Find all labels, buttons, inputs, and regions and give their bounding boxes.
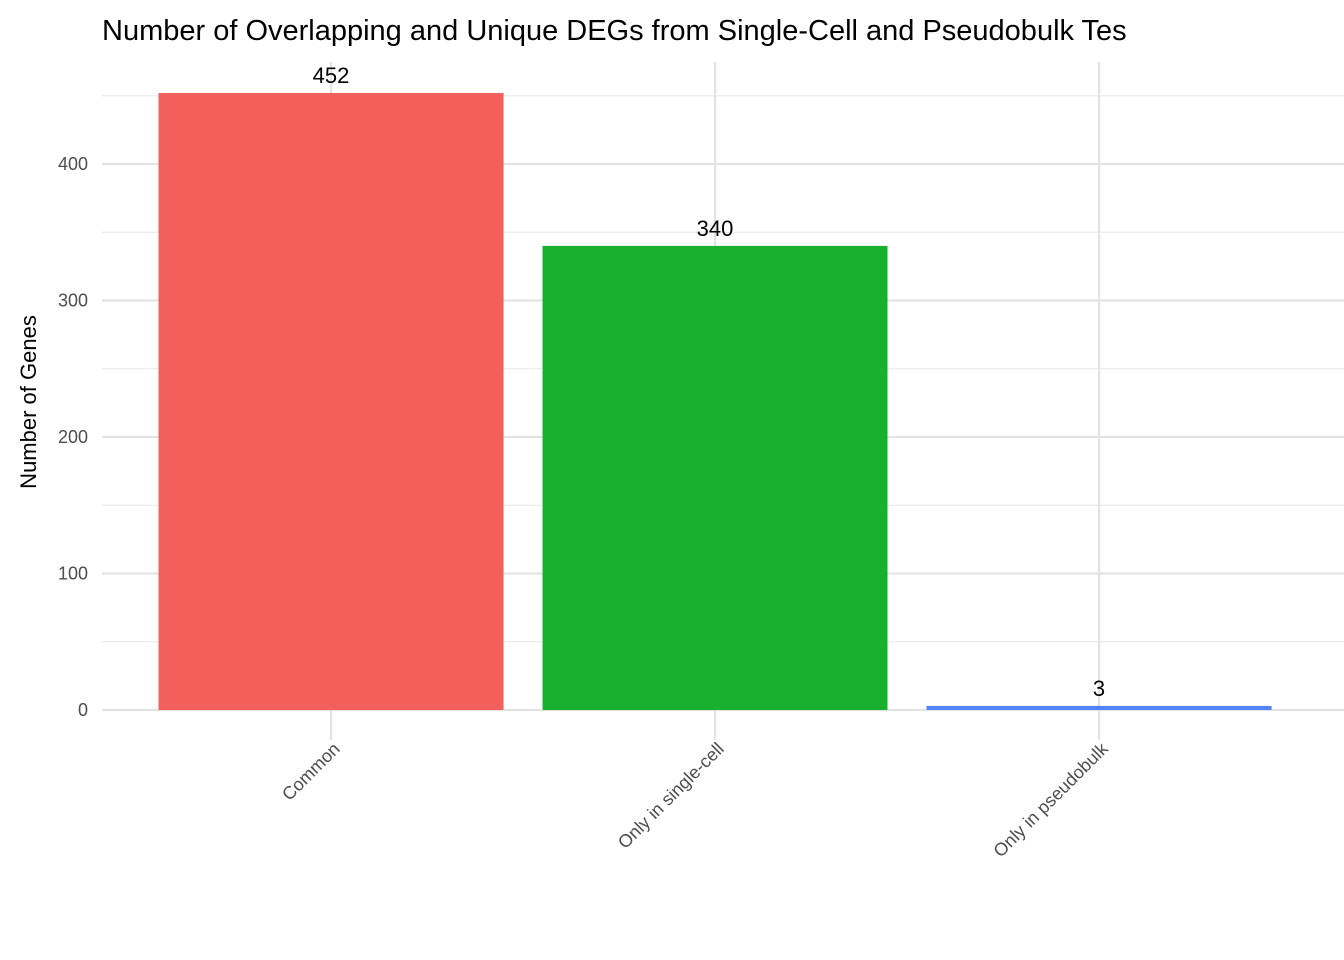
x-tick-label: Common: [278, 739, 344, 805]
y-tick-label: 300: [58, 291, 88, 311]
bars: [158, 93, 1272, 710]
y-tick-label: 0: [78, 700, 88, 720]
data-label: 3: [1093, 676, 1105, 701]
bar-2: [542, 245, 888, 710]
y-tick-label: 400: [58, 154, 88, 174]
chart-title: Number of Overlapping and Unique DEGs fr…: [102, 15, 1127, 47]
y-axis-label: Number of Genes: [16, 315, 41, 489]
y-tick-label: 200: [58, 427, 88, 447]
data-label: 340: [697, 216, 734, 241]
y-tick-label: 100: [58, 564, 88, 584]
y-axis-ticks: 0 100 200 300 400: [58, 154, 88, 720]
data-label: 452: [313, 63, 350, 88]
x-tick-label: Only in pseudobulk: [989, 738, 1112, 861]
bar-3: [926, 705, 1272, 710]
x-tick-label: Only in single-cell: [614, 739, 728, 853]
bar-1: [158, 93, 504, 710]
x-axis-ticks: Common Only in single-cell Only in pseudob…: [278, 738, 1112, 861]
data-labels: 452 340 3: [313, 63, 1105, 701]
